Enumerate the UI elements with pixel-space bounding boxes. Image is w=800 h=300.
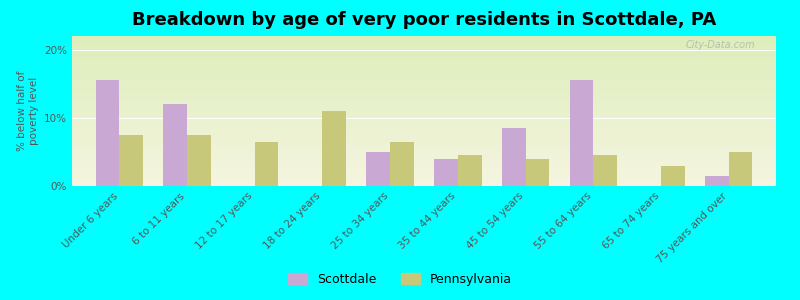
- Bar: [96, 80, 119, 186]
- Bar: [570, 80, 594, 186]
- Bar: [366, 152, 390, 186]
- Bar: [390, 142, 414, 186]
- Y-axis label: % below half of
poverty level: % below half of poverty level: [17, 71, 38, 151]
- Bar: [119, 135, 143, 186]
- Bar: [526, 159, 550, 186]
- Bar: [729, 152, 752, 186]
- Bar: [661, 166, 685, 186]
- Bar: [705, 176, 729, 186]
- Bar: [594, 155, 617, 186]
- Bar: [322, 111, 346, 186]
- Bar: [502, 128, 526, 186]
- Bar: [254, 142, 278, 186]
- Bar: [458, 155, 482, 186]
- Bar: [434, 159, 458, 186]
- Legend: Scottdale, Pennsylvania: Scottdale, Pennsylvania: [283, 268, 517, 291]
- Bar: [187, 135, 210, 186]
- Title: Breakdown by age of very poor residents in Scottdale, PA: Breakdown by age of very poor residents …: [132, 11, 716, 29]
- Text: City-Data.com: City-Data.com: [686, 40, 755, 50]
- Bar: [163, 104, 187, 186]
